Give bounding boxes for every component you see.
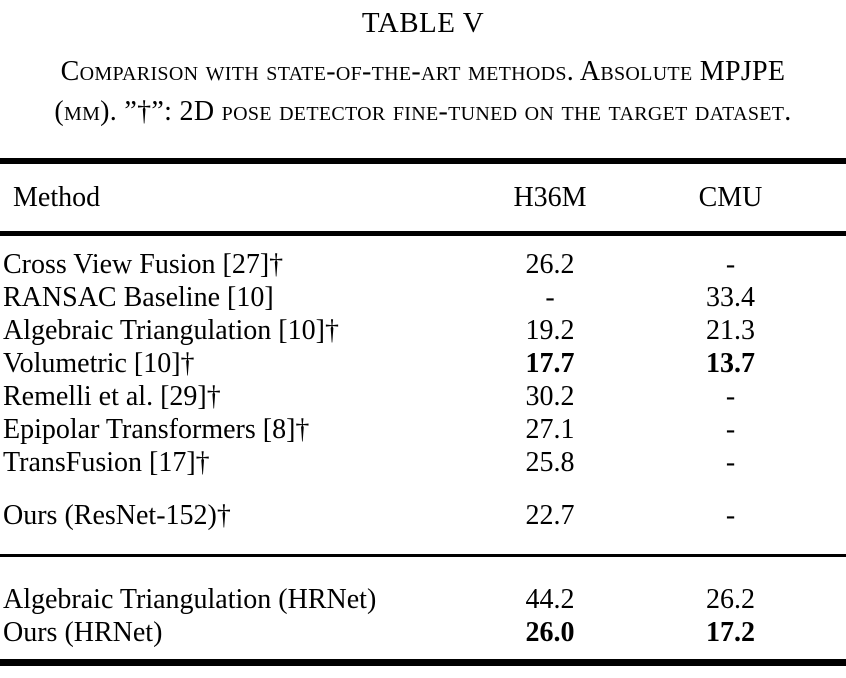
h36m-cell: 22.7 bbox=[525, 500, 575, 531]
table-section-ours-resnet: Ours (ResNet-152)† 22.7 - bbox=[0, 479, 846, 532]
table-row: TransFusion [17]† 25.8 - bbox=[0, 446, 846, 479]
column-header-cmu: CMU bbox=[698, 181, 763, 213]
method-cell: TransFusion [17]† bbox=[3, 447, 210, 478]
method-cell: RANSAC Baseline [10] bbox=[3, 282, 274, 313]
h36m-cell: 27.1 bbox=[525, 414, 575, 445]
table-caption: Comparison with state-of-the-art methods… bbox=[0, 52, 846, 132]
cmu-cell: - bbox=[725, 447, 736, 478]
column-header-method: Method bbox=[13, 181, 101, 213]
h36m-cell: 30.2 bbox=[525, 381, 575, 412]
table-row: Ours (ResNet-152)† 22.7 - bbox=[0, 499, 846, 532]
h36m-cell: - bbox=[545, 282, 555, 313]
method-cell: Remelli et al. [29]† bbox=[3, 381, 221, 412]
cmu-cell: 13.7 bbox=[706, 348, 755, 379]
method-cell: Algebraic Triangulation (HRNet) bbox=[3, 584, 377, 615]
method-cell: Ours (HRNet) bbox=[3, 617, 163, 648]
method-cell: Volumetric [10]† bbox=[3, 348, 195, 379]
table-row: Algebraic Triangulation [10]† 19.2 21.3 bbox=[0, 314, 846, 347]
h36m-cell: 17.7 bbox=[525, 348, 575, 379]
table-label: TABLE V bbox=[361, 7, 485, 39]
table-section-sota: Cross View Fusion [27]† 26.2 - RANSAC Ba… bbox=[0, 236, 846, 479]
table-row: RANSAC Baseline [10] - 33.4 bbox=[0, 281, 846, 314]
column-header-h36m: H36M bbox=[513, 181, 587, 213]
table-row: Algebraic Triangulation (HRNet) 44.2 26.… bbox=[0, 583, 846, 616]
cmu-cell: - bbox=[725, 500, 736, 531]
method-cell: Epipolar Transformers [8]† bbox=[3, 414, 310, 445]
h36m-cell: 19.2 bbox=[525, 315, 575, 346]
cmu-cell: - bbox=[725, 249, 736, 280]
cmu-cell: 21.3 bbox=[706, 315, 755, 346]
h36m-cell: 44.2 bbox=[525, 584, 575, 615]
table-row: Ours (HRNet) 26.0 17.2 bbox=[0, 616, 846, 649]
top-rule bbox=[0, 158, 846, 164]
header-rule bbox=[0, 231, 846, 236]
cmu-cell: 26.2 bbox=[706, 584, 755, 615]
h36m-cell: 26.0 bbox=[525, 617, 575, 648]
method-cell: Ours (ResNet-152)† bbox=[3, 500, 231, 531]
table-row: Cross View Fusion [27]† 26.2 - bbox=[0, 248, 846, 281]
cmu-cell: 33.4 bbox=[706, 282, 755, 313]
method-cell: Cross View Fusion [27]† bbox=[3, 249, 284, 280]
cmu-cell: - bbox=[725, 381, 736, 412]
table-section-hrnet: Algebraic Triangulation (HRNet) 44.2 26.… bbox=[0, 557, 846, 649]
section-divider-rule bbox=[0, 554, 846, 557]
bottom-rule bbox=[0, 659, 846, 666]
cmu-cell: - bbox=[725, 414, 736, 445]
method-cell: Algebraic Triangulation [10]† bbox=[3, 315, 339, 346]
caption-line-2: (mm). ”†”: 2D pose detector fine-tuned o… bbox=[54, 96, 792, 127]
h36m-cell: 26.2 bbox=[525, 249, 575, 280]
table-row: Volumetric [10]† 17.7 13.7 bbox=[0, 347, 846, 380]
h36m-cell: 25.8 bbox=[525, 447, 575, 478]
caption-line-1: Comparison with state-of-the-art methods… bbox=[60, 56, 786, 87]
table-header-row: Method H36M CMU bbox=[0, 164, 846, 231]
cmu-cell: 17.2 bbox=[706, 617, 755, 648]
table-row: Remelli et al. [29]† 30.2 - bbox=[0, 380, 846, 413]
table-row: Epipolar Transformers [8]† 27.1 - bbox=[0, 413, 846, 446]
